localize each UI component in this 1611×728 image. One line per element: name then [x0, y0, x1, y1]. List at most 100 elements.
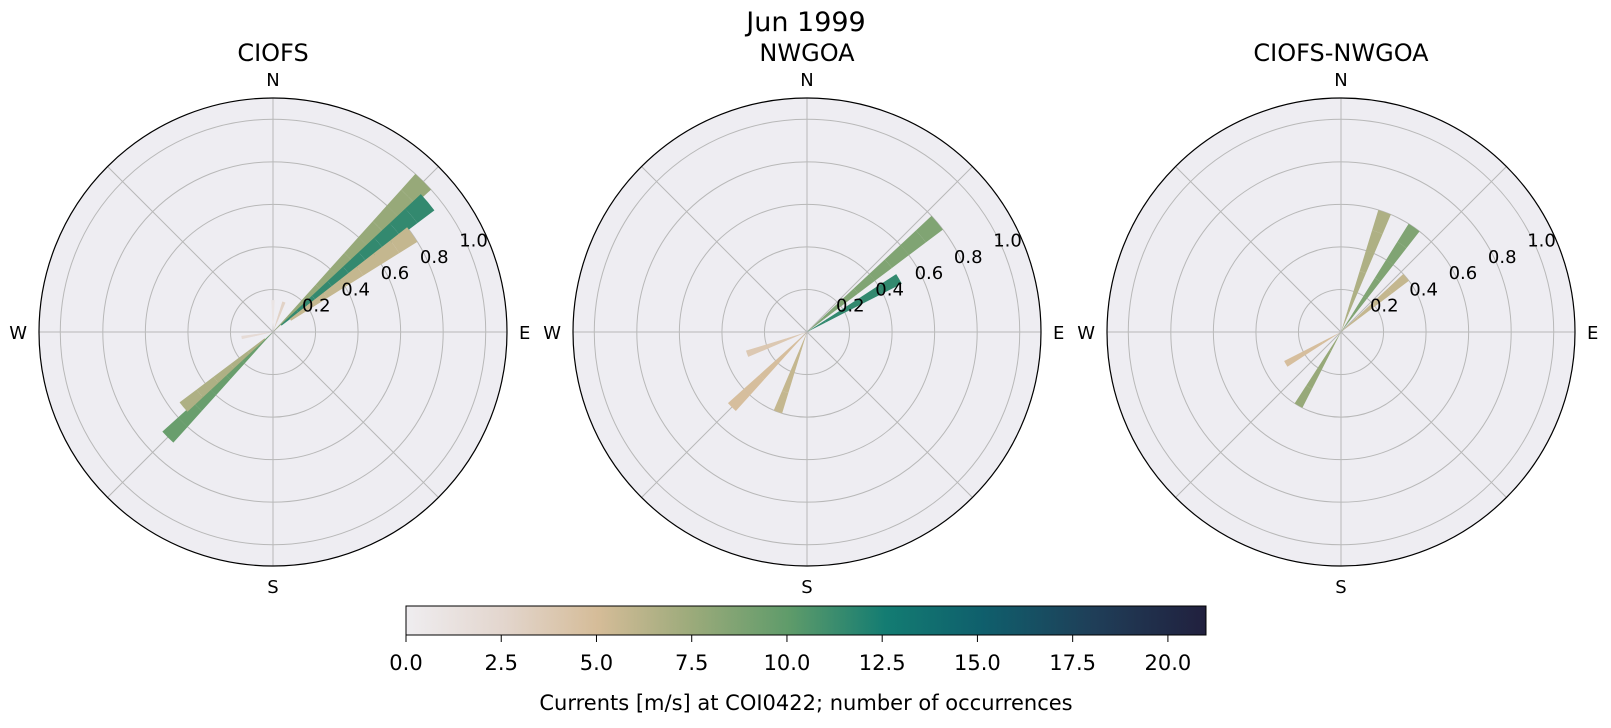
radial-tick-label-1: 0.4 [875, 279, 904, 300]
radial-tick-label-1: 0.4 [341, 279, 370, 300]
polar-bar-3-3 [1294, 385, 1313, 408]
polar-bar-3-2 [1306, 367, 1322, 389]
radial-tick-label-2: 0.6 [1449, 263, 1478, 284]
radial-tick-label-0: 0.2 [302, 296, 331, 317]
radial-tick-label-4: 1.0 [993, 231, 1022, 252]
polar-bar-1-2 [1363, 277, 1381, 299]
panel-title-1: NWGOA [759, 39, 855, 67]
compass-label-S: S [801, 577, 812, 598]
polar-bar-1-3 [1374, 259, 1394, 282]
compass-label-S: S [1335, 577, 1346, 598]
colorbar-ticks: 0.0 2.5 5.0 7.5 10.0 12.5 15.0 17.5 20.0 [389, 635, 1191, 675]
compass-label-N: N [266, 70, 279, 91]
colorbar-tick-label-4: 10.0 [764, 651, 811, 675]
polar-bar-4-0 [289, 305, 310, 321]
polar-bar-2-7 [372, 205, 400, 233]
polar-bar-0-5 [1372, 209, 1391, 235]
polar-bar-6-1 [230, 351, 250, 369]
polar-bar-3-4 [727, 388, 751, 412]
polar-bar-3-8 [405, 194, 435, 224]
polar-bar-6-2 [213, 364, 235, 383]
polar-bar-4-1 [766, 338, 788, 349]
polar-bar-4-4 [356, 253, 382, 276]
polar-bar-5-3 [209, 374, 231, 396]
compass-label-E: E [1053, 323, 1064, 344]
polar-bar-2-4 [329, 252, 353, 276]
polar-bar-2-3 [773, 390, 789, 414]
polar-bar-3-3 [743, 374, 765, 396]
polar-bar-0-1 [1347, 291, 1358, 313]
polar-panel-0: 0.2 0.4 0.6 0.8 1.0 N E S W CIOFS [9, 39, 530, 598]
polar-bars [162, 173, 435, 443]
polar-frame [38, 97, 508, 567]
compass-label-E: E [519, 323, 530, 344]
compass-label-S: S [267, 577, 278, 598]
polar-frame [1106, 97, 1576, 567]
angular-gridline-1 [1340, 166, 1507, 333]
polar-bar-4-2 [1284, 351, 1306, 367]
polar-bar-5-5 [178, 403, 202, 427]
polar-bar-0-3 [1359, 250, 1375, 274]
polar-bar-3-0 [280, 310, 299, 326]
polar-frame [572, 97, 1042, 567]
polar-bar-2-6 [358, 221, 384, 247]
polar-bar-6-4 [179, 389, 203, 412]
radial-tick-label-4: 1.0 [459, 231, 488, 252]
colorbar-tick-label-2: 5.0 [580, 651, 613, 675]
compass-label-N: N [800, 70, 813, 91]
polar-bar-2-0 [1341, 317, 1358, 332]
polar-bar-3-1 [1317, 349, 1332, 370]
polar-bar-4-2 [323, 279, 346, 299]
polar-bar-2-0 [798, 332, 807, 353]
polar-bars [727, 215, 943, 414]
radial-tick-label-3: 0.8 [420, 247, 449, 268]
polar-bar-2-2 [1372, 288, 1392, 307]
angular-gridline-7 [641, 166, 808, 333]
polar-bar-3-6 [374, 223, 401, 249]
polar-bar-1-0 [807, 320, 826, 332]
compass-label-N: N [1334, 70, 1347, 91]
polar-bar-4-1 [306, 292, 328, 310]
polar-bar-4-5 [373, 240, 400, 265]
radial-tick-label-0: 0.2 [1370, 296, 1399, 317]
polar-bar-2-2 [782, 371, 795, 394]
radial-tick-label-0: 0.2 [836, 296, 865, 317]
colorbar: 0.0 2.5 5.0 7.5 10.0 12.5 15.0 17.5 20.0 Current… [389, 605, 1207, 715]
angular-gridline-1 [806, 166, 973, 333]
polar-bars [1284, 209, 1420, 408]
polar-bar-1-4 [878, 274, 902, 294]
polar-bar-4-0 [786, 332, 807, 341]
polar-bar-2-2 [301, 284, 321, 304]
polar-bar-7-1 [241, 333, 263, 340]
polar-bar-1-4 [1386, 241, 1407, 265]
polar-bar-2-5 [344, 237, 368, 261]
colorbar-tick-label-6: 15.0 [954, 651, 1001, 675]
polar-bar-6-3 [196, 376, 219, 398]
polar-bar-1-2 [842, 297, 864, 313]
polar-bar-2-0 [273, 316, 289, 332]
polar-bar-1-1 [824, 308, 845, 323]
angular-gridline-3 [272, 331, 439, 498]
polar-bar-2-9 [401, 173, 432, 204]
colorbar-tick-label-8: 20.0 [1145, 651, 1192, 675]
colorbar-tick-label-1: 2.5 [485, 651, 518, 675]
polar-panels: 0.2 0.4 0.6 0.8 1.0 N E S W CIOFS 0.2 0.4 0.6 0.8 1.0 N… [9, 39, 1598, 598]
polar-bar-2-3 [315, 268, 337, 290]
polar-bar-2-1 [287, 300, 305, 318]
colorbar-tick-label-5: 12.5 [859, 651, 906, 675]
polar-bar-0-6 [900, 230, 926, 256]
polar-bar-5-2 [225, 360, 245, 380]
polar-bar-3-0 [1329, 332, 1341, 351]
figure-title: Jun 1999 [744, 7, 865, 38]
polar-bar-3-1 [296, 295, 316, 313]
polar-bar-4-6 [390, 227, 418, 254]
radial-tick-label-1: 0.4 [1409, 279, 1438, 300]
compass-label-W: W [9, 323, 27, 344]
polar-bar-4-3 [340, 266, 364, 287]
angular-gridline-7 [1175, 166, 1342, 333]
polar-bar-0-4 [869, 259, 892, 281]
polar-bar-1-5 [1397, 223, 1420, 249]
polar-bar-3-5 [358, 237, 384, 262]
polar-bar-6-0 [247, 338, 266, 354]
